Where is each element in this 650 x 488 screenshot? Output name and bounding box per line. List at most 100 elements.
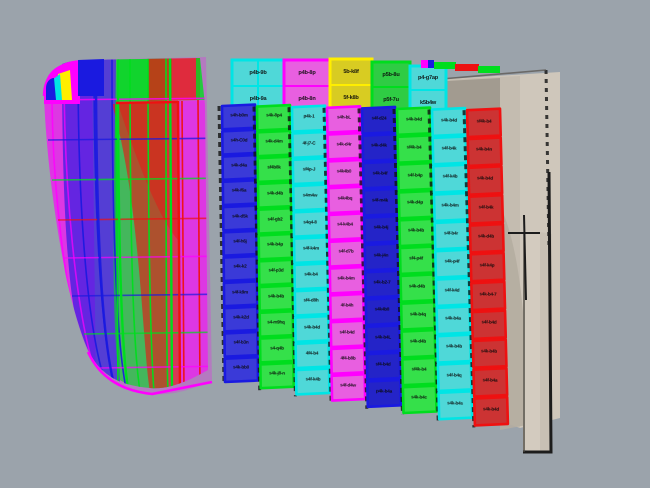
panel-cell[interactable] bbox=[364, 296, 401, 327]
panel-cell[interactable] bbox=[256, 155, 293, 184]
panel-cell[interactable] bbox=[466, 136, 503, 168]
panel-column[interactable] bbox=[322, 105, 367, 403]
panel-cell[interactable] bbox=[396, 134, 433, 164]
panel-cell[interactable] bbox=[398, 245, 435, 276]
panel-cell[interactable] bbox=[293, 314, 330, 344]
panel-cell[interactable] bbox=[472, 395, 510, 427]
panel-cell[interactable] bbox=[223, 330, 260, 359]
panel-cell[interactable] bbox=[292, 209, 329, 238]
panel-cell[interactable] bbox=[435, 305, 472, 336]
panel-column[interactable] bbox=[252, 103, 296, 391]
panel-cell[interactable] bbox=[258, 284, 294, 313]
panel-cell[interactable] bbox=[223, 355, 260, 384]
panel-cell[interactable] bbox=[257, 232, 294, 261]
panel-cell[interactable] bbox=[256, 181, 293, 210]
panel-cell[interactable] bbox=[468, 222, 505, 254]
panel-cell[interactable] bbox=[470, 309, 508, 341]
panel-cell[interactable] bbox=[293, 262, 330, 291]
panel-cell[interactable] bbox=[327, 185, 364, 215]
panel-cell[interactable] bbox=[472, 366, 509, 398]
panel-cell[interactable] bbox=[327, 212, 364, 242]
panel-cell[interactable] bbox=[292, 235, 329, 265]
panel-cell[interactable] bbox=[328, 239, 365, 268]
panel-cell[interactable] bbox=[222, 254, 259, 283]
panel-cell[interactable] bbox=[434, 276, 471, 308]
panel-cell[interactable] bbox=[397, 189, 434, 220]
panel-cell[interactable] bbox=[432, 163, 469, 194]
panel-cell[interactable] bbox=[257, 258, 294, 287]
panel-cell[interactable] bbox=[471, 338, 508, 370]
panel-column[interactable] bbox=[287, 104, 331, 397]
panel-cell[interactable] bbox=[221, 204, 258, 232]
panel-column[interactable] bbox=[392, 106, 438, 416]
panel-cell[interactable] bbox=[362, 214, 399, 245]
panel-cell[interactable] bbox=[326, 158, 363, 188]
panel-cell[interactable] bbox=[328, 292, 366, 322]
panel-cell[interactable] bbox=[258, 310, 295, 338]
panel-cell[interactable] bbox=[221, 153, 258, 182]
panel-cell[interactable] bbox=[400, 328, 437, 359]
panel-cell[interactable] bbox=[329, 319, 366, 349]
panel-cell[interactable] bbox=[436, 361, 473, 393]
panel-cell[interactable] bbox=[437, 390, 474, 421]
panel-column[interactable] bbox=[462, 107, 510, 428]
panel-cell[interactable] bbox=[328, 265, 365, 295]
panel-cell[interactable] bbox=[326, 131, 363, 161]
panel-cell[interactable] bbox=[363, 242, 400, 272]
panel-cell[interactable] bbox=[361, 160, 398, 190]
panel-cell[interactable] bbox=[361, 132, 398, 163]
panel-cell[interactable] bbox=[398, 217, 435, 248]
panel-cell[interactable] bbox=[291, 156, 328, 186]
panel-cell[interactable] bbox=[430, 106, 467, 138]
panel-cell[interactable] bbox=[432, 191, 469, 223]
panel-column[interactable] bbox=[217, 103, 260, 385]
panel-cell[interactable] bbox=[222, 229, 258, 257]
panel-cell[interactable] bbox=[257, 206, 293, 235]
panel-cell[interactable] bbox=[435, 333, 473, 364]
panel-cell[interactable] bbox=[431, 135, 468, 166]
panel-cell[interactable] bbox=[259, 361, 296, 390]
panel-cell[interactable] bbox=[470, 280, 507, 312]
panel-column[interactable] bbox=[357, 105, 403, 409]
datum-crosshair[interactable] bbox=[508, 214, 540, 301]
panel-cell[interactable] bbox=[258, 335, 295, 364]
panel-cell[interactable] bbox=[469, 251, 506, 283]
panel-cell[interactable] bbox=[396, 161, 434, 192]
panel-cell[interactable] bbox=[360, 105, 397, 136]
panel-cell[interactable] bbox=[399, 300, 437, 331]
panel-cell[interactable] bbox=[330, 372, 367, 402]
panel-cell[interactable] bbox=[294, 367, 331, 396]
panel-cell[interactable] bbox=[362, 187, 399, 217]
panel-cell[interactable] bbox=[291, 130, 328, 160]
panel-cell[interactable] bbox=[222, 305, 259, 333]
panel-column[interactable] bbox=[427, 106, 474, 422]
panel-cell[interactable] bbox=[395, 106, 432, 137]
panel-cell[interactable] bbox=[467, 165, 504, 197]
panel-cell[interactable] bbox=[433, 220, 470, 251]
panel-cell[interactable] bbox=[329, 346, 366, 376]
panel-cell[interactable] bbox=[363, 269, 400, 299]
panel-cell[interactable] bbox=[364, 324, 402, 354]
panel-cell[interactable] bbox=[433, 248, 471, 279]
panel-cell[interactable] bbox=[220, 128, 257, 156]
panel-cell[interactable] bbox=[290, 104, 327, 133]
panel-cell[interactable] bbox=[220, 103, 257, 131]
panel-cell[interactable] bbox=[365, 378, 403, 409]
panel-cell[interactable] bbox=[325, 105, 362, 134]
top-row-cells[interactable] bbox=[230, 57, 500, 116]
panel-cell[interactable] bbox=[467, 193, 505, 225]
panel-cell[interactable] bbox=[255, 103, 292, 132]
panel-cell[interactable] bbox=[294, 341, 331, 370]
panel-cell[interactable] bbox=[365, 351, 402, 381]
panel-cell[interactable] bbox=[293, 288, 330, 317]
panel-cell[interactable] bbox=[222, 280, 259, 308]
panel-cell[interactable] bbox=[221, 179, 258, 207]
panel-cell[interactable] bbox=[399, 273, 436, 304]
panel-cell[interactable] bbox=[401, 384, 438, 415]
